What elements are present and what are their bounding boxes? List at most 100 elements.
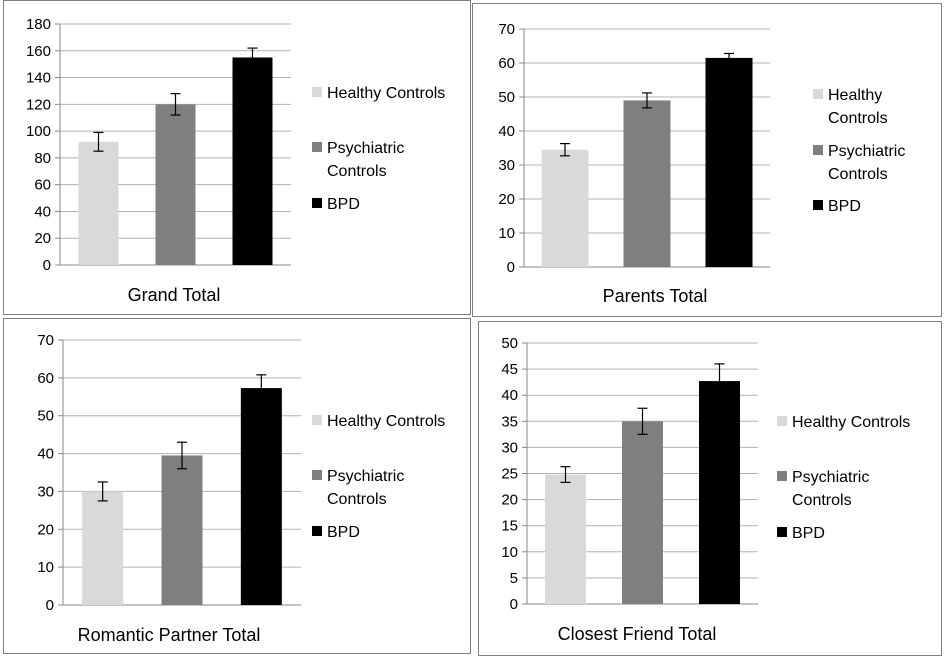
grand-total-error-bar-psychiatric-controls (170, 93, 181, 116)
closest-friend-total-y-tick-label: 5 (510, 570, 518, 587)
parents-total-error-bar-healthy-controls (560, 142, 570, 157)
closest-friend-total-legend-label-psychiatric-controls: Controls (792, 492, 852, 509)
closest-friend-total-legend-swatch-bpd (777, 527, 787, 537)
grand-total-y-tick-label: 180 (26, 16, 51, 33)
parents-total-y-tick-label: 0 (507, 259, 515, 276)
grand-total-y-tick-label: 40 (34, 203, 51, 220)
grand-total-y-tick-label: 100 (26, 123, 51, 140)
grand-total-legend-label-psychiatric-controls: Psychiatric (327, 140, 404, 157)
closest-friend-total-legend-label-bpd: BPD (792, 525, 825, 542)
closest-friend-total-y-tick-label: 15 (501, 518, 518, 535)
grand-total-y-tick-label: 140 (26, 70, 51, 87)
romantic-partner-total-y-tick-label: 60 (37, 370, 54, 387)
grand-total-bar-psychiatric-controls (155, 104, 196, 265)
parents-total-bar-bpd (705, 57, 753, 268)
closest-friend-total-y-tick-label: 30 (501, 439, 518, 456)
grand-total-error-bar-bpd (247, 47, 258, 68)
closest-friend-total-y-tick-label: 50 (501, 335, 518, 352)
grand-total-legend-swatch-healthy-controls (312, 87, 322, 97)
grand-total-y-tick-label: 60 (34, 177, 51, 194)
grand-total-bar-bpd (232, 57, 273, 265)
parents-total-y-tick-label: 40 (498, 123, 515, 140)
parents-total-legend-label-psychiatric-controls: Psychiatric (828, 143, 905, 160)
parents-total-y-tick-label: 30 (498, 157, 515, 174)
chart-panel-closest-friend-total: 0 5 10 15 20 25 30 35 40 45 50 Healthy Controls Psyc… (478, 321, 942, 656)
parents-total-legend-swatch-healthy-controls (813, 89, 823, 99)
chart-panel-parents-total: 0 10 20 30 40 50 60 70 Healthy Controls Psychiatri… (472, 3, 942, 317)
grand-total-y-tick-label: 120 (26, 96, 51, 113)
grand-total-legend-swatch-bpd (312, 198, 322, 208)
parents-total-error-bar-psychiatric-controls (642, 92, 652, 109)
romantic-partner-total-bar-healthy-controls (82, 491, 124, 605)
grand-total-legend-label-healthy-controls: Healthy Controls (327, 85, 445, 102)
parents-total-legend-label-bpd: BPD (828, 198, 861, 215)
parents-total-legend-swatch-bpd (813, 200, 823, 210)
grand-total-y-tick-label: 20 (34, 230, 51, 247)
parents-total-title: Parents Total (603, 286, 708, 306)
parents-total-legend-label-psychiatric-controls: Controls (828, 166, 888, 183)
romantic-partner-total-legend-label-psychiatric-controls: Controls (327, 491, 387, 508)
romantic-partner-total-y-tick-label: 10 (37, 559, 54, 576)
romantic-partner-total-error-bar-psychiatric-controls (177, 441, 187, 470)
closest-friend-total-legend-label-healthy-controls: Healthy Controls (792, 414, 910, 431)
romantic-partner-total-y-tick-label: 20 (37, 521, 54, 538)
romantic-partner-total-y-tick-label: 0 (46, 597, 54, 614)
closest-friend-total-y-tick-label: 35 (501, 413, 518, 430)
chart-grand-total: 0 20 40 60 80 100 120 140 160 180 Healthy Controls… (26, 16, 445, 305)
romantic-partner-total-error-bar-bpd (256, 374, 267, 402)
romantic-partner-total-y-tick-label: 50 (37, 408, 54, 425)
romantic-partner-total-legend-swatch-healthy-controls (312, 415, 322, 425)
closest-friend-total-bar-bpd (699, 381, 740, 604)
closest-friend-total-error-bar-psychiatric-controls (637, 407, 648, 435)
closest-friend-total-y-tick-label: 25 (501, 466, 518, 483)
romantic-partner-total-legend-swatch-psychiatric-controls (312, 470, 322, 480)
romantic-partner-total-legend-label-psychiatric-controls: Psychiatric (327, 468, 404, 485)
grand-total-bar-healthy-controls (78, 141, 119, 265)
chart-panel-grand-total: 0 20 40 60 80 100 120 140 160 180 Healthy Controls… (3, 0, 471, 315)
closest-friend-total-y-tick-label: 20 (501, 492, 518, 509)
grand-total-y-tick-label: 80 (34, 150, 51, 167)
romantic-partner-total-legend-swatch-bpd (312, 526, 322, 536)
parents-total-legend-label-healthy-controls: Healthy (828, 87, 882, 104)
romantic-partner-total-y-tick-label: 40 (37, 446, 54, 463)
romantic-partner-total-error-bar-healthy-controls (97, 481, 108, 502)
romantic-partner-total-title: Romantic Partner Total (78, 625, 261, 645)
grand-total-error-bar-healthy-controls (93, 131, 104, 152)
romantic-partner-total-legend-label-healthy-controls: Healthy Controls (327, 413, 445, 430)
parents-total-y-tick-label: 50 (498, 89, 515, 106)
grand-total-legend-swatch-psychiatric-controls (312, 142, 322, 152)
closest-friend-total-bar-psychiatric-controls (622, 421, 663, 604)
parents-total-legend-label-healthy-controls: Controls (828, 110, 888, 127)
chart-panel-romantic-partner-total: 0 10 20 30 40 50 60 70 Healthy Controls Psychiatr… (3, 318, 471, 654)
chart-parents-total: 0 10 20 30 40 50 60 70 Healthy Controls Psychiatri… (498, 21, 905, 306)
grand-total-y-tick-label: 0 (43, 257, 51, 274)
closest-friend-total-y-tick-label: 40 (501, 387, 518, 404)
closest-friend-total-y-tick-label: 0 (510, 596, 518, 613)
chart-closest-friend-total: 0 5 10 15 20 25 30 35 40 45 50 Healthy Controls Psyc… (501, 335, 910, 644)
closest-friend-total-error-bar-healthy-controls (560, 466, 571, 483)
romantic-partner-total-bar-psychiatric-controls (161, 455, 203, 605)
parents-total-error-bar-bpd (724, 52, 734, 63)
grand-total-y-tick-label: 160 (26, 43, 51, 60)
parents-total-y-tick-label: 60 (498, 55, 515, 72)
parents-total-y-tick-label: 70 (498, 21, 515, 38)
romantic-partner-total-y-tick-label: 30 (37, 483, 54, 500)
parents-total-y-tick-label: 10 (498, 225, 515, 242)
parents-total-bar-psychiatric-controls (623, 100, 671, 268)
grand-total-title: Grand Total (128, 285, 221, 305)
romantic-partner-total-y-tick-label: 70 (37, 332, 54, 349)
closest-friend-total-bar-healthy-controls (545, 474, 586, 604)
grand-total-legend-label-bpd: BPD (327, 196, 360, 213)
closest-friend-total-legend-swatch-healthy-controls (777, 416, 787, 426)
closest-friend-total-y-tick-label: 45 (501, 361, 518, 378)
closest-friend-total-legend-label-psychiatric-controls: Psychiatric (792, 469, 869, 486)
closest-friend-total-error-bar-bpd (714, 363, 725, 399)
parents-total-y-tick-label: 20 (498, 191, 515, 208)
closest-friend-total-title: Closest Friend Total (558, 624, 717, 644)
grand-total-legend-label-psychiatric-controls: Controls (327, 163, 387, 180)
closest-friend-total-y-tick-label: 10 (501, 544, 518, 561)
chart-romantic-partner-total: 0 10 20 30 40 50 60 70 Healthy Controls Psychiatr… (37, 332, 445, 645)
closest-friend-total-legend-swatch-psychiatric-controls (777, 471, 787, 481)
parents-total-bar-healthy-controls (541, 149, 589, 267)
romantic-partner-total-legend-label-bpd: BPD (327, 524, 360, 541)
